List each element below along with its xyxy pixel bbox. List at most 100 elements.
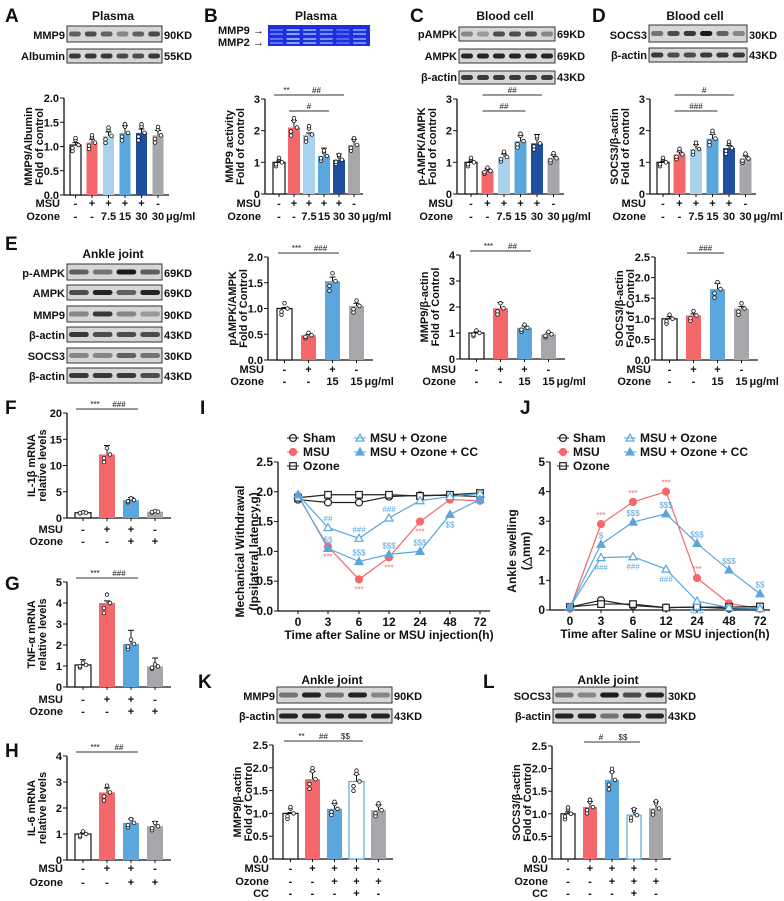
y-axis-title: Fold of control — [427, 108, 439, 185]
significance-label: ### — [626, 563, 640, 572]
condition-value: + — [353, 876, 359, 888]
blot-band — [116, 290, 137, 295]
condition-value: 7.5 — [496, 211, 511, 223]
series-point-3 — [444, 491, 456, 501]
data-point — [657, 162, 663, 167]
data-point — [83, 831, 89, 837]
y-tick-label: 3 — [449, 276, 455, 288]
data-point — [333, 279, 338, 284]
series-point-4 — [754, 588, 766, 598]
data-point — [309, 333, 314, 338]
condition-value: + — [375, 876, 381, 888]
blot-row-label: AMPK — [425, 51, 457, 63]
y-tick-label: 1 — [538, 573, 545, 587]
y-tick-label: 3 — [56, 777, 62, 789]
data-point — [339, 157, 345, 162]
blot-band — [348, 692, 367, 698]
significance-label: ** — [283, 86, 289, 95]
y-axis-title: Fold of control — [620, 108, 632, 185]
zymogram-band — [270, 42, 283, 44]
data-point — [139, 122, 144, 127]
data-point — [104, 592, 110, 597]
bar-h-1 — [99, 792, 115, 860]
data-point — [92, 140, 98, 145]
data-point — [376, 801, 381, 806]
blot-band — [541, 31, 553, 37]
data-point — [327, 288, 332, 293]
legend-label: Sham — [303, 431, 336, 445]
data-point — [631, 806, 637, 812]
blot-kd-label: 69KD — [557, 51, 585, 63]
data-point — [125, 822, 131, 828]
data-point — [86, 143, 92, 148]
data-point — [501, 149, 507, 154]
data-point — [101, 794, 107, 799]
y-axis-title: relative levels — [37, 598, 49, 670]
blot-row-label: SOCS3 — [28, 351, 65, 363]
data-point — [488, 168, 493, 174]
significance-label: ### — [689, 102, 703, 111]
data-point — [80, 829, 86, 834]
data-point — [158, 133, 164, 138]
blot-strip — [66, 326, 163, 343]
series-point-2 — [662, 603, 670, 612]
y-tick-label: 4 — [56, 598, 63, 610]
condition-value: + — [714, 364, 720, 376]
series-point-4 — [383, 549, 395, 558]
condition-value: + — [329, 364, 335, 376]
data-point — [107, 790, 113, 795]
bar-a-4 — [136, 132, 147, 195]
data-point — [330, 271, 335, 276]
data-point — [336, 152, 342, 158]
data-point — [590, 804, 596, 810]
bar-f-1 — [99, 454, 115, 518]
y-tick-label: 1.0 — [253, 808, 268, 820]
blot-strip — [66, 367, 163, 384]
data-point — [663, 160, 669, 165]
significance-label: $$ — [324, 535, 333, 544]
data-point — [303, 334, 308, 339]
blot-band — [371, 713, 390, 719]
significance-label: *** — [692, 565, 701, 574]
bar-e2-2 — [517, 327, 532, 359]
data-point — [743, 151, 748, 156]
data-point — [149, 665, 155, 670]
data-point — [307, 781, 312, 787]
x-tick-label: 72 — [753, 614, 767, 628]
blot-band — [140, 311, 160, 317]
data-point — [677, 146, 682, 152]
y-axis-title: MMP9 activity — [224, 109, 236, 183]
blot-band — [371, 692, 390, 698]
blot-strip — [458, 26, 556, 42]
blot-band — [148, 31, 160, 37]
condition-value: - — [661, 198, 665, 210]
series-point-4 — [474, 494, 486, 504]
bar-g-0 — [74, 664, 92, 688]
data-point — [83, 662, 89, 668]
blot-strip — [648, 47, 748, 63]
zymogram-marker-mmp2: MMP2 — [218, 37, 250, 49]
blot-kd-label: 43KD — [557, 72, 585, 84]
condition-value: - — [355, 364, 359, 376]
significance-label: $$ — [756, 581, 765, 590]
condition-label: Ozone — [230, 376, 264, 388]
arrow-icon: → — [253, 25, 264, 37]
y-axis-title: Ankle swelling — [505, 509, 519, 592]
significance-label: *** — [628, 489, 637, 498]
y-tick-label: 2 — [449, 302, 455, 314]
data-point — [128, 816, 134, 822]
data-point — [667, 312, 672, 317]
data-point — [125, 499, 131, 504]
significance-label: $$$ — [413, 538, 427, 547]
data-point — [307, 786, 312, 791]
blot-kd-label: 69KD — [164, 268, 192, 280]
data-point — [122, 122, 128, 127]
data-point — [693, 140, 699, 145]
data-point — [670, 316, 675, 321]
blot-band — [555, 692, 574, 698]
y-tick-label: 2.5 — [253, 740, 268, 752]
legend-label: MSU + Ozone + CC — [640, 445, 748, 459]
significance-label: ## — [319, 732, 328, 741]
y-tick-label: 1.5 — [532, 786, 547, 798]
y-tick-label: 2.5 — [635, 252, 650, 264]
